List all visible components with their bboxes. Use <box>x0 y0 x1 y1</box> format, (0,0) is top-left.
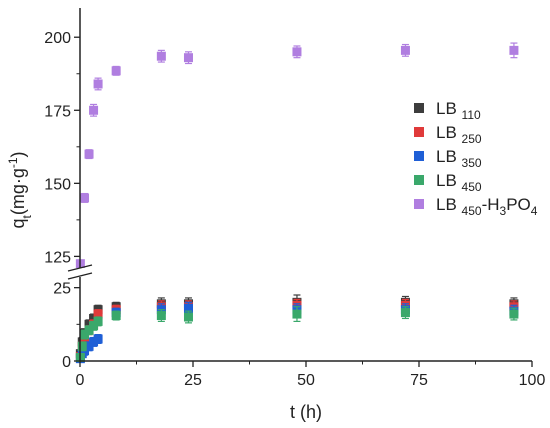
data-point <box>84 319 94 329</box>
legend-item: LB 250 <box>414 123 482 146</box>
y-tick-label: 200 <box>44 30 71 47</box>
y-axis-label: qt(mg·g-1) <box>6 151 34 228</box>
data-point <box>89 321 99 331</box>
x-tick-label: 50 <box>297 372 315 389</box>
data-point <box>80 193 90 203</box>
data-point <box>84 149 94 159</box>
legend-label: LB 450 <box>436 171 482 194</box>
data-point <box>93 316 103 326</box>
legend-marker <box>414 127 424 137</box>
data-point <box>292 309 302 319</box>
y-tick-label: 175 <box>44 103 71 120</box>
series-4 <box>75 306 519 362</box>
data-point <box>156 311 166 321</box>
data-point <box>111 311 121 321</box>
x-tick-label: 0 <box>76 372 85 389</box>
data-point <box>80 330 90 340</box>
x-tick-label: 100 <box>519 372 546 389</box>
data-point <box>93 79 103 89</box>
data-point <box>89 313 99 323</box>
data-point <box>183 312 193 322</box>
data-point <box>509 309 519 319</box>
legend-item: LB 450 <box>414 171 482 194</box>
legend-label: LB 110 <box>436 99 481 122</box>
data-point <box>183 53 193 63</box>
y-tick-label: 0 <box>62 354 71 371</box>
legend-marker <box>414 151 424 161</box>
y-tick-label: 125 <box>44 249 71 266</box>
x-tick-label: 25 <box>184 372 202 389</box>
y-tick-label: 150 <box>44 176 71 193</box>
x-tick-label: 75 <box>410 372 428 389</box>
data-point <box>93 309 103 319</box>
legend-label: LB 250 <box>436 123 482 146</box>
legend-label: LB 450-H3PO4 <box>436 195 538 218</box>
axes: 0 25 50 75 100 0 25 125 150 175 200 <box>44 8 545 389</box>
data-point <box>93 334 103 344</box>
data-point <box>84 341 94 351</box>
y-tick-label: 25 <box>53 281 71 298</box>
data-point <box>292 47 302 57</box>
legend-label: LB 350 <box>436 147 482 170</box>
data-point <box>89 105 99 115</box>
legend-item: LB 110 <box>414 99 481 122</box>
x-axis-label: t (h) <box>290 402 322 422</box>
data-point <box>400 308 410 318</box>
data-point <box>111 66 121 76</box>
data-point <box>183 303 193 313</box>
legend-marker <box>414 199 424 209</box>
legend-item: LB 350 <box>414 147 482 170</box>
legend-item: LB 450-H3PO4 <box>414 195 538 218</box>
legend-marker <box>414 103 424 113</box>
data-point <box>509 45 519 55</box>
data-point <box>77 341 87 351</box>
data-point <box>84 325 94 335</box>
legend-marker <box>414 175 424 185</box>
data-point <box>400 45 410 55</box>
y-axis-break <box>66 264 94 280</box>
data-point <box>89 337 99 347</box>
data-point <box>156 51 166 61</box>
